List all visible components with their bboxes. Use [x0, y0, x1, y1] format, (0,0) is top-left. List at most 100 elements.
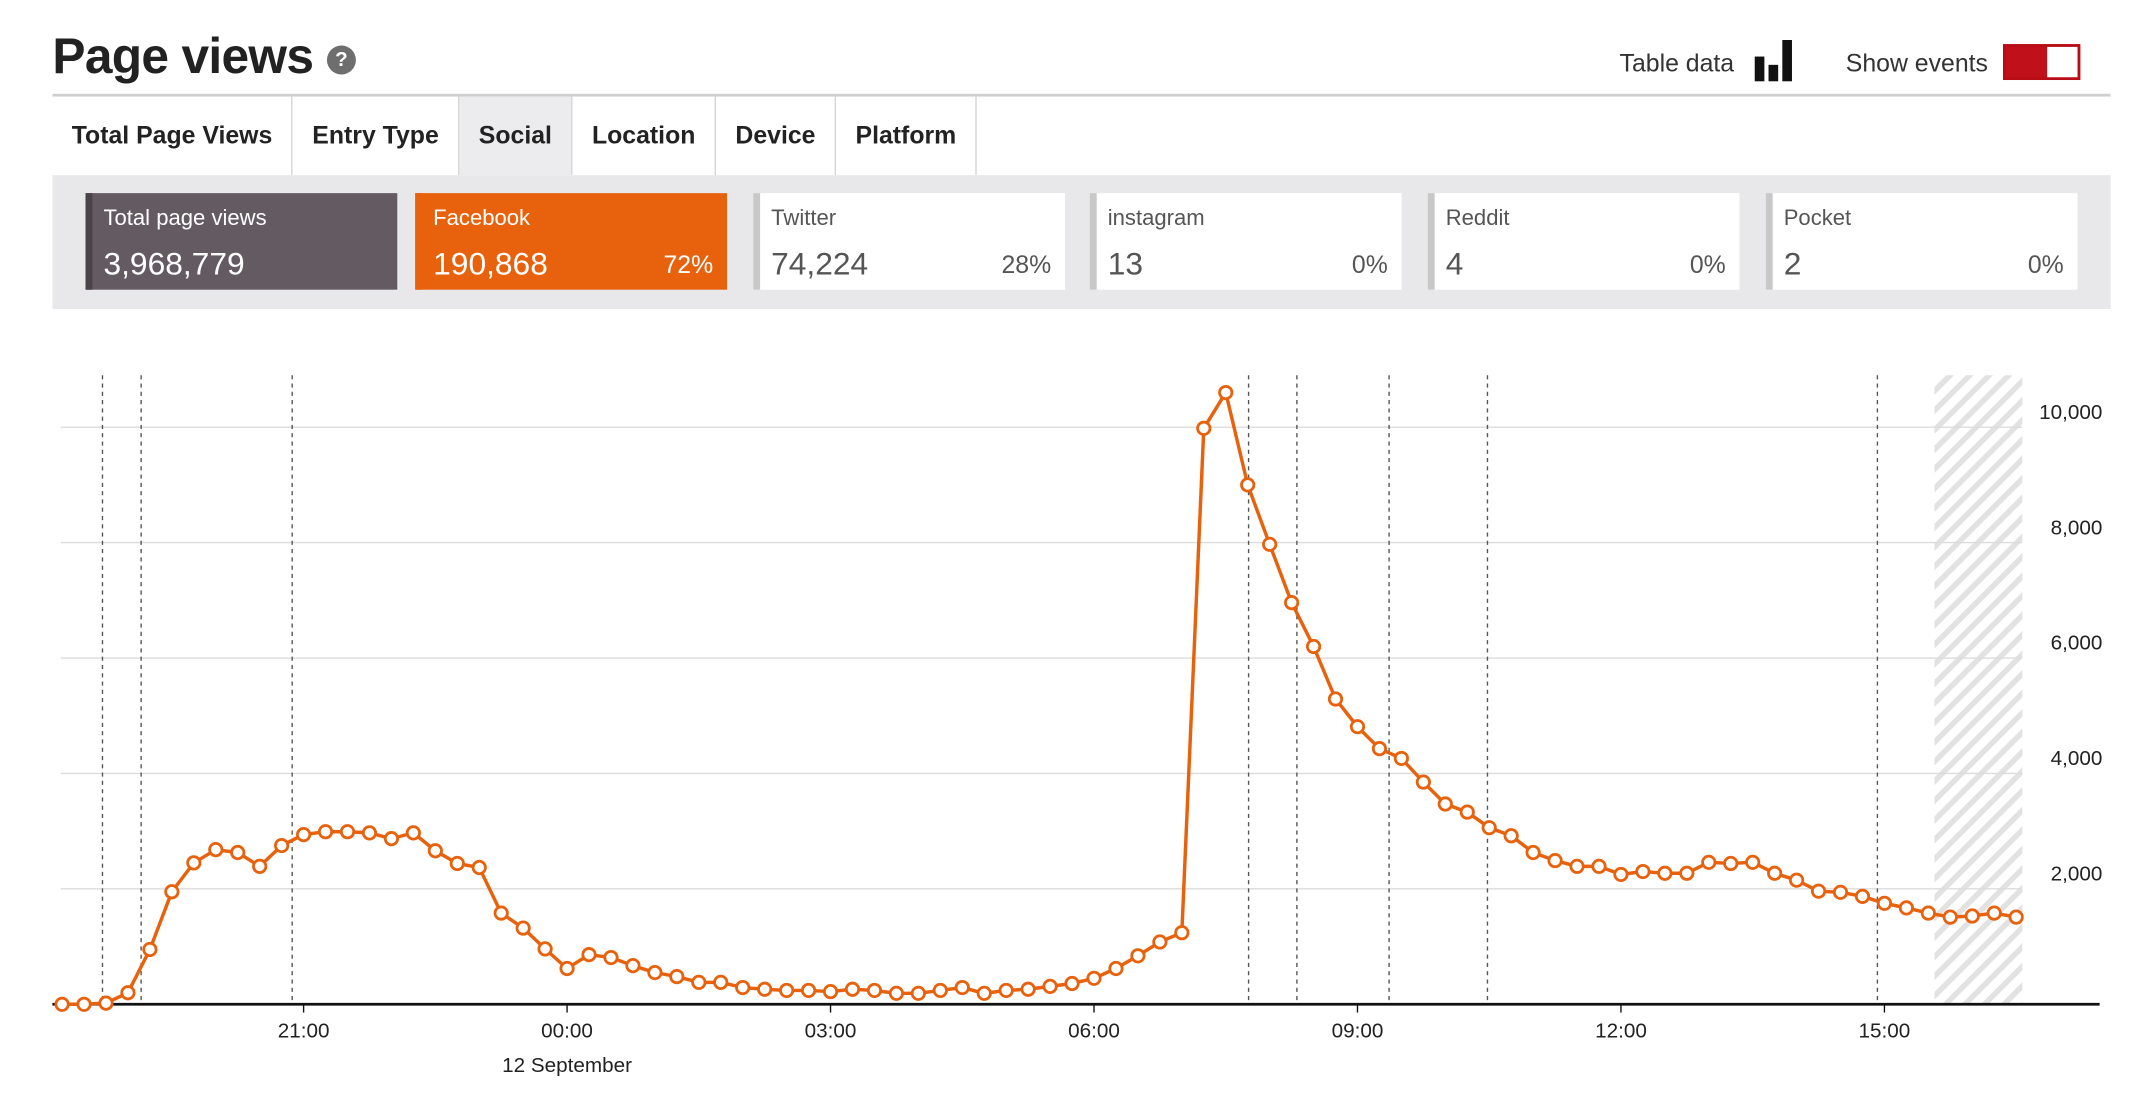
help-icon[interactable]: ?	[326, 45, 356, 75]
data-point	[76, 996, 92, 1012]
x-date-label: 12 September	[502, 1054, 632, 1077]
data-point	[2008, 909, 2024, 925]
data-point	[296, 827, 312, 843]
data-point	[1920, 905, 1936, 921]
data-point	[735, 979, 751, 996]
table-data-button[interactable]: Table data	[1619, 49, 1735, 78]
data-point	[1964, 908, 1980, 924]
tab[interactable]: Social	[459, 96, 573, 176]
y-tick-label: 2,000	[2051, 863, 2103, 886]
stat-card[interactable]: Facebook 190,868 72%	[415, 193, 727, 290]
data-point	[1810, 883, 1827, 899]
card-value: 3,968,779	[103, 245, 245, 282]
series-line	[62, 388, 2017, 1007]
tab[interactable]: Device	[716, 96, 837, 176]
data-point	[1832, 884, 1849, 900]
data-point	[998, 982, 1014, 999]
data-point	[537, 941, 553, 957]
data-point	[361, 825, 378, 841]
stat-card[interactable]: Twitter 74,224 28%	[753, 193, 1065, 290]
data-point	[1327, 691, 1344, 707]
stat-card[interactable]: Total page views 3,968,779	[85, 193, 398, 290]
data-point	[1876, 895, 1893, 911]
data-point	[669, 968, 685, 985]
stat-card[interactable]: Reddit 4 0%	[1427, 193, 1740, 290]
card-share: 28%	[1001, 251, 1052, 279]
y-tick-label: 6,000	[2051, 632, 2103, 655]
data-point	[1415, 774, 1431, 790]
data-point	[559, 960, 575, 977]
data-point	[1305, 638, 1322, 655]
data-point	[647, 964, 663, 981]
chart: 2,000 4,000 6,000 8,000 10,000 21:00 00:00 12 S…	[52, 375, 2103, 1077]
data-point	[427, 843, 443, 859]
tab[interactable]: Platform	[836, 96, 977, 176]
y-tick-label: 8,000	[2051, 516, 2103, 539]
divider	[52, 93, 2111, 97]
x-tick-label: 00:00	[541, 1019, 593, 1042]
data-point	[383, 831, 400, 847]
card-share: 0%	[1689, 251, 1726, 279]
tab[interactable]: Entry Type	[293, 96, 460, 176]
data-point	[1459, 804, 1475, 820]
tab[interactable]: Location	[573, 96, 717, 176]
data-point	[866, 982, 883, 999]
data-point	[1042, 978, 1058, 994]
data-point	[1262, 536, 1278, 552]
card-value: 190,868	[433, 245, 548, 282]
data-point	[1679, 865, 1695, 881]
data-point	[779, 982, 795, 999]
stat-card[interactable]: Pocket 2 0%	[1765, 193, 2078, 290]
x-tick-label: 21:00	[278, 1019, 330, 1042]
card-value: 74,224	[771, 245, 869, 282]
card-value: 13	[1107, 245, 1144, 282]
card-label: Twitter	[771, 206, 837, 231]
table-data-icon[interactable]	[1752, 37, 1796, 82]
data-point	[822, 983, 839, 1000]
incomplete-region	[1934, 375, 2023, 1005]
data-point	[252, 858, 268, 874]
x-tick-label: 09:00	[1332, 1019, 1384, 1042]
data-point	[1020, 981, 1036, 997]
data-point	[208, 842, 224, 858]
data-point	[1284, 595, 1300, 611]
tab[interactable]: Total Page Views	[52, 96, 293, 176]
data-point	[1767, 865, 1783, 881]
stat-card[interactable]: instagram 13 0%	[1089, 193, 1402, 290]
data-point	[54, 996, 70, 1012]
data-point	[1349, 719, 1366, 735]
data-point	[1393, 750, 1409, 767]
data-point	[954, 979, 970, 996]
data-point	[493, 905, 509, 921]
data-point	[1240, 477, 1256, 493]
data-point	[1723, 855, 1739, 872]
data-point	[1591, 858, 1607, 874]
card-share: 72%	[663, 251, 714, 279]
data-point	[230, 844, 246, 861]
data-point	[1854, 888, 1871, 904]
y-tick-label: 4,000	[2051, 747, 2103, 770]
x-tick-label: 12:00	[1595, 1019, 1647, 1042]
data-point	[976, 985, 992, 1001]
data-point	[1086, 970, 1102, 986]
card-label: Reddit	[1445, 206, 1510, 231]
data-point	[581, 947, 597, 963]
show-events-toggle[interactable]	[2003, 44, 2081, 81]
data-point	[1481, 820, 1497, 836]
data-point	[1569, 858, 1585, 874]
data-point	[625, 958, 641, 974]
data-point	[1152, 934, 1168, 950]
show-events-label: Show events	[1845, 49, 1988, 78]
data-point	[1701, 854, 1717, 870]
data-point	[405, 825, 421, 841]
card-share: 0%	[1351, 251, 1388, 279]
data-point	[164, 884, 180, 900]
card-value: 2	[1783, 245, 1802, 282]
data-point	[274, 837, 290, 854]
data-point	[1196, 420, 1212, 436]
data-point	[1371, 741, 1388, 757]
data-point	[1503, 828, 1519, 844]
tab-bar: Total Page Views Entry Type Social Location…	[52, 96, 977, 176]
data-point	[932, 982, 948, 999]
